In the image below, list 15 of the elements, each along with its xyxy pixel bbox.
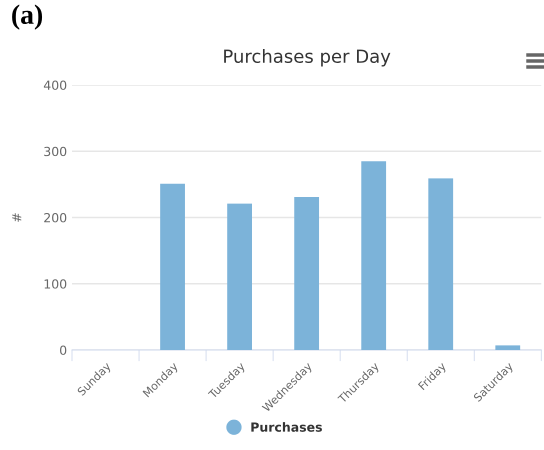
- chart-title: Purchases per Day: [224, 49, 390, 67]
- text: (a): [12, 4, 42, 30]
- y-tick-label: 400: [44, 80, 66, 90]
- bar: [428, 178, 454, 350]
- bar: [294, 196, 320, 350]
- y-tick-label: 200: [44, 212, 66, 222]
- bar: [160, 184, 185, 350]
- y-tick-label: 300: [44, 146, 66, 156]
- y-axis-title: #: [12, 213, 22, 222]
- legend-label: Purchases: [251, 422, 322, 432]
- bar: [495, 345, 520, 350]
- bar: [361, 161, 386, 350]
- bar: [227, 204, 252, 350]
- y-tick-label: 100: [44, 279, 66, 289]
- y-tick-label: 0: [60, 345, 66, 355]
